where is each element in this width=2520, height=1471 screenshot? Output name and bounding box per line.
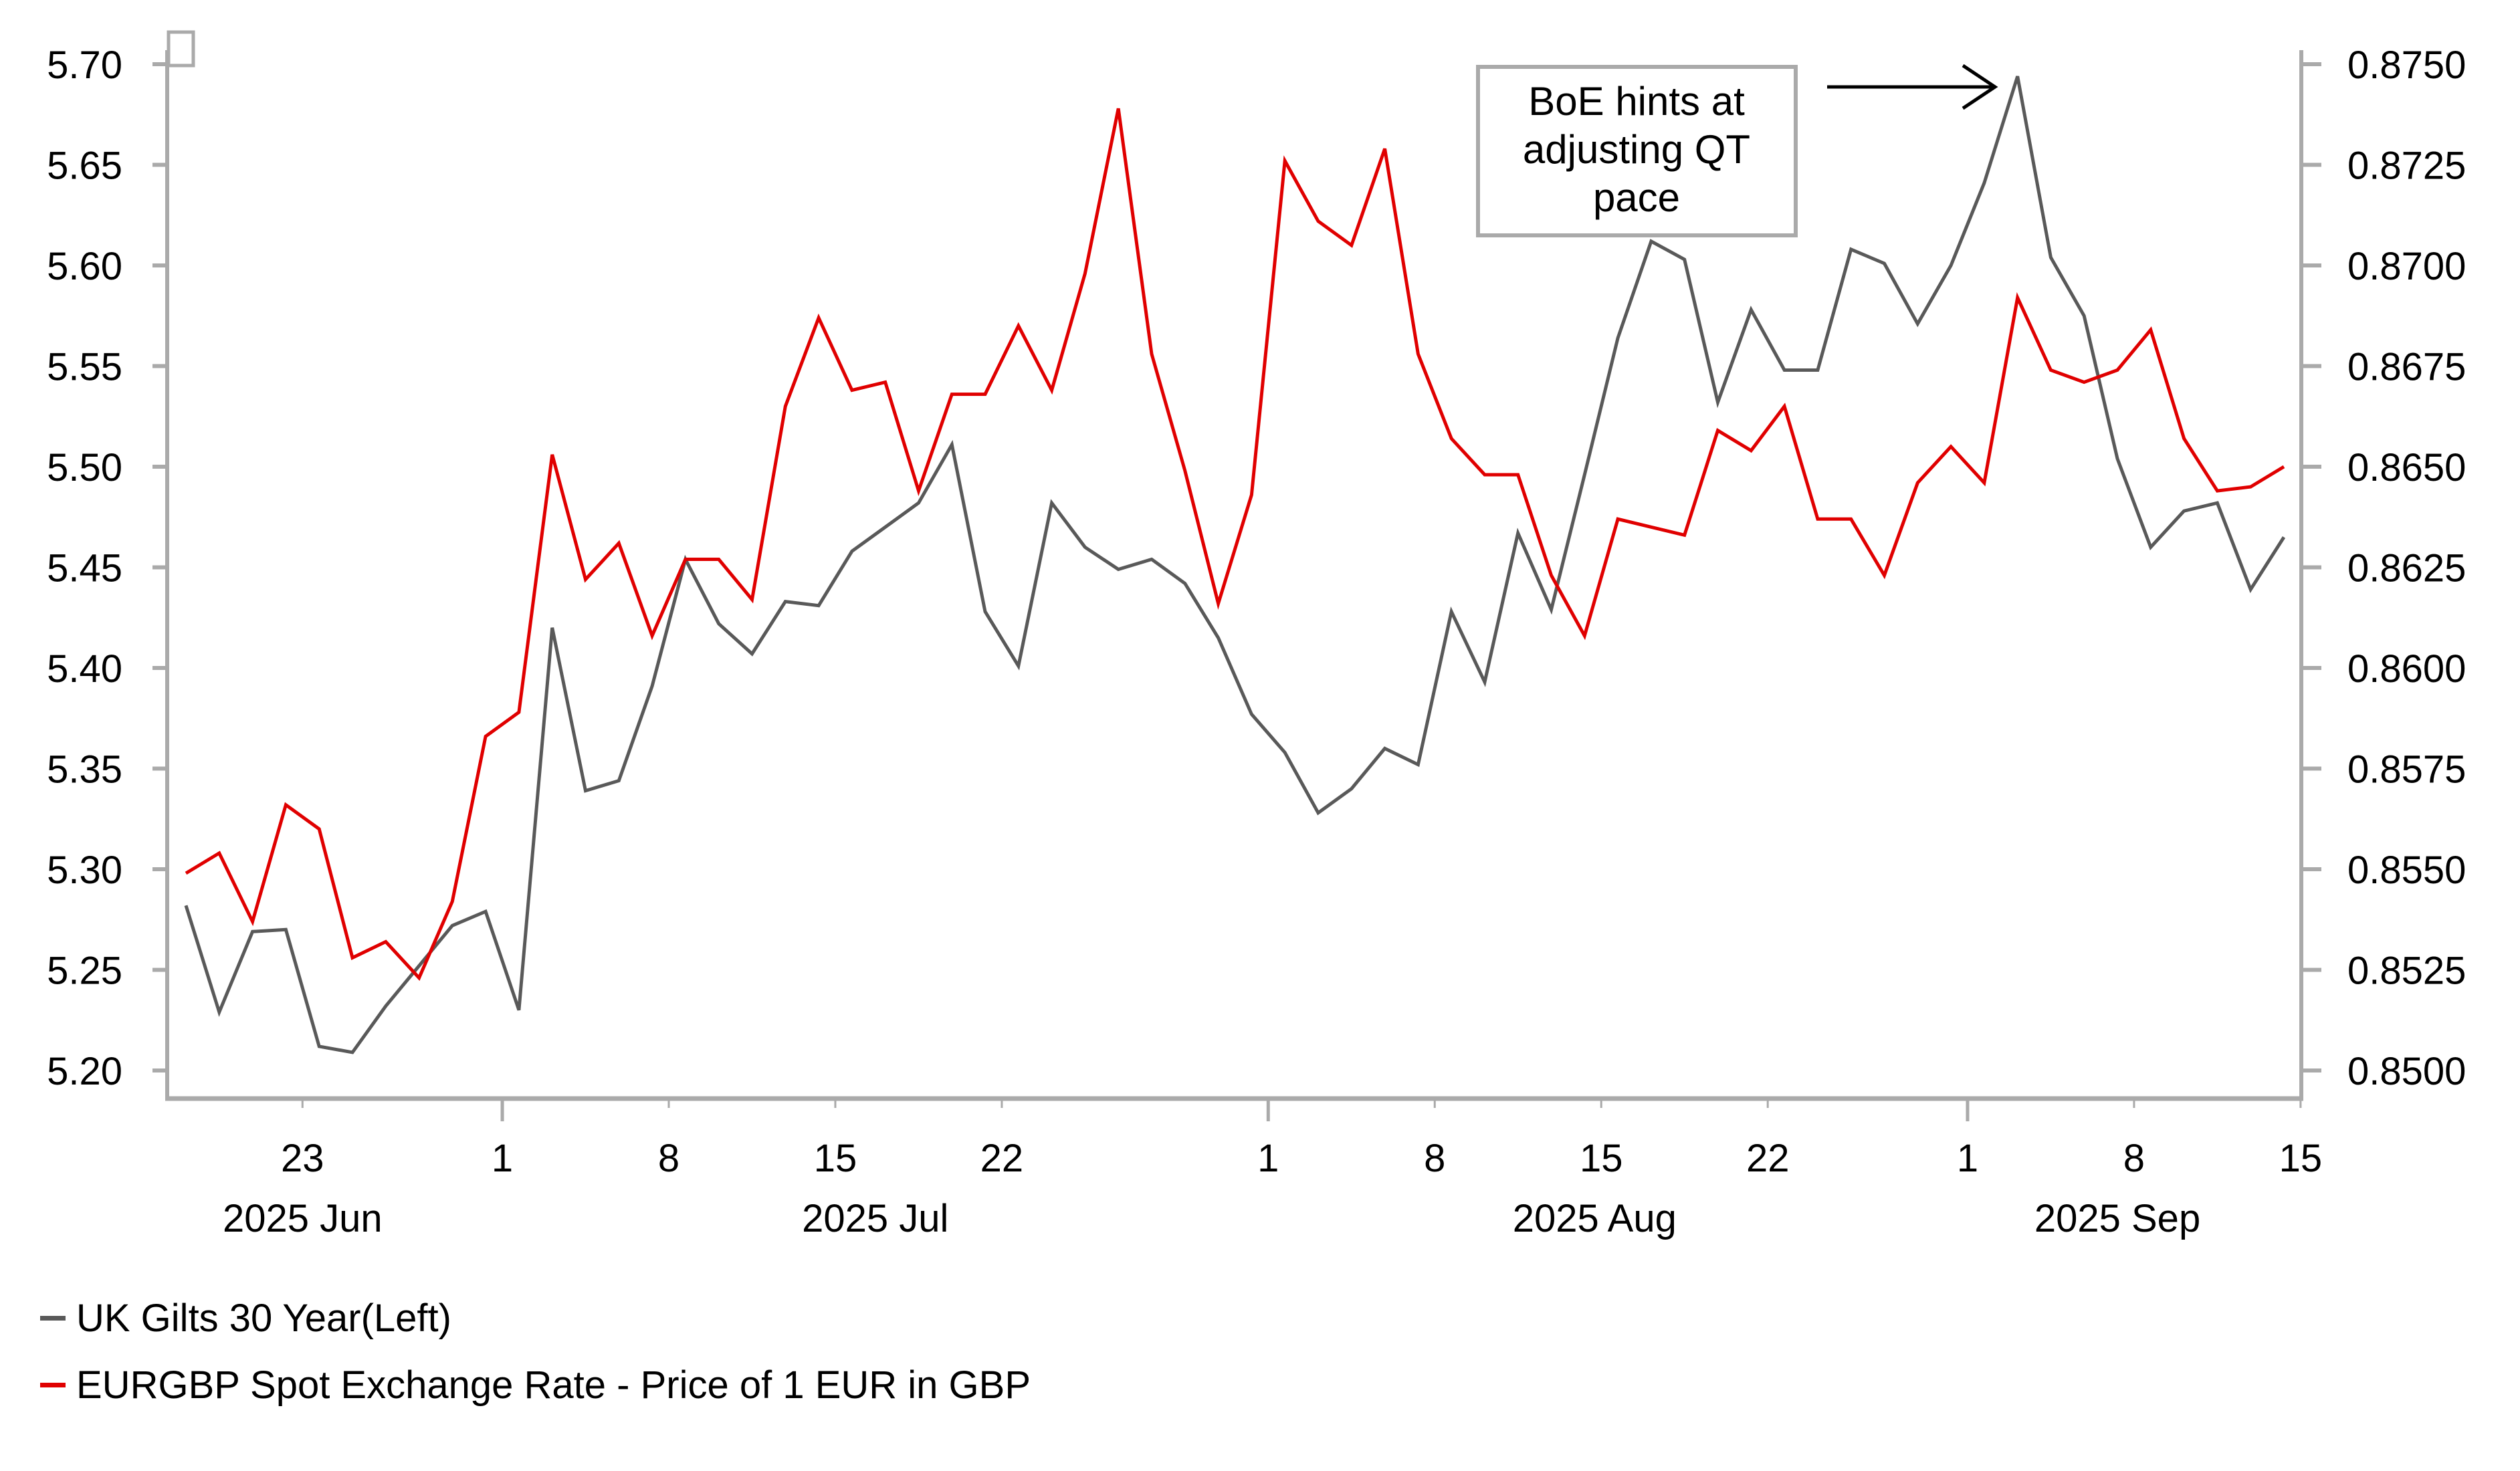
x-tick-label: 8 [2123,1137,2145,1180]
x-tick-label: 8 [658,1137,679,1180]
legend-label-eurgbp: EURGBP Spot Exchange Rate - Price of 1 E… [76,1363,1031,1407]
x-tick-label: 23 [281,1137,324,1180]
left-tick-label: 5.25 [47,949,122,993]
x-month-label: 2025 Aug [1513,1197,1677,1240]
left-tick-label: 5.40 [47,647,122,691]
left-tick-label: 5.60 [47,245,122,288]
legend-item-eurgbp: EURGBP Spot Exchange Rate - Price of 1 E… [40,1363,1031,1407]
x-tick-label: 1 [1257,1137,1279,1180]
x-tick-label: 1 [1957,1137,1978,1180]
right-tick-label: 0.8750 [2347,43,2466,87]
x-tick-label: 15 [1580,1137,1623,1180]
left-tick-label: 5.20 [47,1050,122,1093]
corner-box-icon [167,30,195,68]
left-tick-label: 5.30 [47,848,122,892]
right-tick-label: 0.8675 [2347,346,2466,389]
annotation-box [1476,65,1798,237]
series-layer [184,76,2286,1054]
right-tick-label: 0.8725 [2347,144,2466,188]
right-tick-label: 0.8500 [2347,1050,2466,1093]
x-tick-label: 15 [814,1137,857,1180]
x-axis: 23 1 8 15 22 1 8 15 22 1 8 15 2025 Jun 2025 Jul 2025 A… [223,1099,2322,1240]
x-month-label: 2025 Jun [223,1197,383,1240]
annotation-arrow-head [1962,64,1998,110]
right-y-axis: 0.8500 0.8525 0.8550 0.8575 0.8600 0.8625 0.86… [2301,43,2466,1093]
left-y-axis: 5.20 5.25 5.30 5.35 5.40 5.45 5.50 5.55 5.60 5.65… [47,43,167,1093]
left-tick-label: 5.65 [47,144,122,188]
right-tick-label: 0.8650 [2347,446,2466,489]
line-gilts [184,76,2286,1054]
left-tick-label: 5.35 [47,748,122,792]
left-tick-label: 5.55 [47,346,122,389]
legend-label-gilts: UK Gilts 30 Year(Left) [76,1296,451,1340]
right-tick-label: 0.8575 [2347,748,2466,792]
annotation-line-2: adjusting QT [1523,127,1750,172]
right-tick-label: 0.8625 [2347,547,2466,590]
x-month-label: 2025 Sep [2034,1197,2200,1240]
annotation: BoE hints at adjusting QT pace [1476,64,1998,237]
left-tick-label: 5.70 [47,43,122,87]
series-eurgbp [185,108,2285,982]
left-tick-label: 5.50 [47,446,122,489]
axes [165,50,2303,1101]
right-tick-label: 0.8700 [2347,245,2466,288]
x-tick-label: 22 [980,1137,1024,1180]
legend-swatch-gilts [40,1316,66,1321]
annotation-line-3: pace [1593,175,1680,220]
right-tick-label: 0.8600 [2347,647,2466,691]
line-eurgbp [185,108,2285,982]
left-tick-label: 5.45 [47,547,122,590]
x-tick-label: 15 [2279,1137,2323,1180]
x-tick-label: 1 [492,1137,513,1180]
legend-swatch-eurgbp [40,1383,66,1387]
x-tick-label: 8 [1424,1137,1445,1180]
annotation-line-1: BoE hints at [1528,79,1745,124]
legend-item-gilts: UK Gilts 30 Year(Left) [40,1296,451,1341]
series-gilts [184,76,2286,1054]
right-tick-label: 0.8525 [2347,949,2466,993]
x-tick-label: 22 [1746,1137,1790,1180]
x-month-label: 2025 Jul [802,1197,948,1240]
right-tick-label: 0.8550 [2347,848,2466,892]
